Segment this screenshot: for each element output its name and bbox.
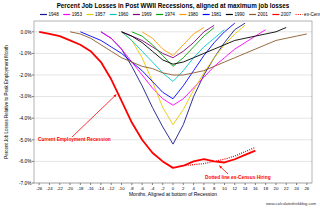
x-tick-label: -12 xyxy=(108,186,115,191)
series-line xyxy=(142,27,204,55)
x-tick-label: -14 xyxy=(98,186,105,191)
x-axis-title: Months, Aligned at bottom of Recession xyxy=(129,191,217,197)
x-tick-label: 10 xyxy=(222,186,227,191)
annotation: Current Employment Recession xyxy=(38,137,111,142)
annotation-arrow xyxy=(72,94,116,137)
x-tick-label: -8 xyxy=(130,186,134,191)
x-tick-label: -6 xyxy=(140,186,144,191)
annotation-arrow xyxy=(219,166,228,174)
series-line xyxy=(101,23,245,144)
series-line xyxy=(122,25,215,57)
annotation-arrowhead xyxy=(219,166,222,169)
x-tick-label: 20 xyxy=(274,186,279,191)
y-tick-label: -7.0% xyxy=(19,181,32,186)
x-tick-label: 18 xyxy=(263,186,268,191)
y-tick-label: -5.0% xyxy=(19,138,32,143)
x-tick-label: 24 xyxy=(294,186,299,191)
legend-swatch xyxy=(179,14,186,15)
x-tick-label: 22 xyxy=(284,186,289,191)
source: www.calculatedriskblog.com xyxy=(266,201,317,206)
legend-label: 1953 xyxy=(72,12,83,17)
x-tick-label: 8 xyxy=(213,186,216,191)
legend-swatch xyxy=(226,14,233,15)
legend-label: 1960 xyxy=(118,12,129,17)
grid-line xyxy=(34,31,312,32)
y-tick-label: -3.0% xyxy=(19,94,32,99)
legend-label: 1974 xyxy=(165,12,176,17)
legend-label: ex-Census xyxy=(304,12,320,17)
x-tick-label: -20 xyxy=(67,186,74,191)
y-tick-label: 0.0% xyxy=(21,30,33,35)
plot-frame xyxy=(34,21,312,183)
legend-swatch xyxy=(110,14,117,15)
series-line xyxy=(132,27,214,66)
x-tick-label: 6 xyxy=(203,186,206,191)
legend-label: 1969 xyxy=(141,12,152,17)
x-tick-label: 16 xyxy=(253,186,258,191)
legend-swatch xyxy=(203,14,210,15)
x-tick-label: -10 xyxy=(118,186,125,191)
annotation-arrowhead xyxy=(114,94,117,97)
legend-label: 1981 xyxy=(211,12,222,17)
legend-swatch xyxy=(133,14,140,15)
annotation: Dotted line ex-Census Hiring xyxy=(205,175,271,180)
y-tick-label: -4.0% xyxy=(19,116,32,121)
legend-label: 1957 xyxy=(95,12,106,17)
legend-swatch xyxy=(40,14,47,15)
grid-line xyxy=(34,96,312,97)
x-tick-label: -16 xyxy=(88,186,95,191)
background xyxy=(0,0,320,208)
legend-label: 1980 xyxy=(188,12,199,17)
x-tick-label: -24 xyxy=(46,186,53,191)
series-line xyxy=(80,23,234,99)
x-tick-label: -26 xyxy=(36,186,43,191)
title: Percent Job Losses in Post WWII Recessio… xyxy=(57,2,290,10)
x-tick-label: 26 xyxy=(304,186,309,191)
x-tick-label: 12 xyxy=(232,186,237,191)
y-tick-label: -6.0% xyxy=(19,159,32,164)
legend-swatch xyxy=(156,14,163,15)
y-axis-title: Percent Job Losses Relative to Peak Empl… xyxy=(4,45,9,159)
x-tick-label: -18 xyxy=(77,186,84,191)
legend-label: 2001 xyxy=(258,12,269,17)
series-line xyxy=(183,147,255,165)
legend-label: 2007 xyxy=(281,12,292,17)
legend-swatch xyxy=(86,14,93,15)
legend-label: 1948 xyxy=(49,12,60,17)
x-tick-label: -4 xyxy=(150,186,154,191)
x-tick-label: 14 xyxy=(243,186,248,191)
series-line xyxy=(122,27,287,64)
legend-swatch xyxy=(296,14,303,15)
x-tick-label: 4 xyxy=(192,186,195,191)
y-tick-label: -2.0% xyxy=(19,73,32,78)
series-line xyxy=(101,30,266,106)
legend-label: 1990 xyxy=(234,12,245,17)
x-tick-label: 2 xyxy=(182,186,185,191)
y-tick-label: -1.0% xyxy=(19,51,32,56)
legend-swatch xyxy=(272,14,279,15)
series-line xyxy=(39,32,255,168)
chart: Percent Job Losses in Post WWII Recessio… xyxy=(0,0,320,208)
x-tick-label: -2 xyxy=(161,186,165,191)
grid-line xyxy=(34,161,312,162)
grid-line xyxy=(34,53,312,54)
series-group xyxy=(39,23,307,168)
x-tick-label: -22 xyxy=(57,186,64,191)
grid-line xyxy=(34,118,312,119)
x-tick-label: 0 xyxy=(172,186,175,191)
legend-swatch xyxy=(249,14,256,15)
legend-swatch xyxy=(63,14,70,15)
